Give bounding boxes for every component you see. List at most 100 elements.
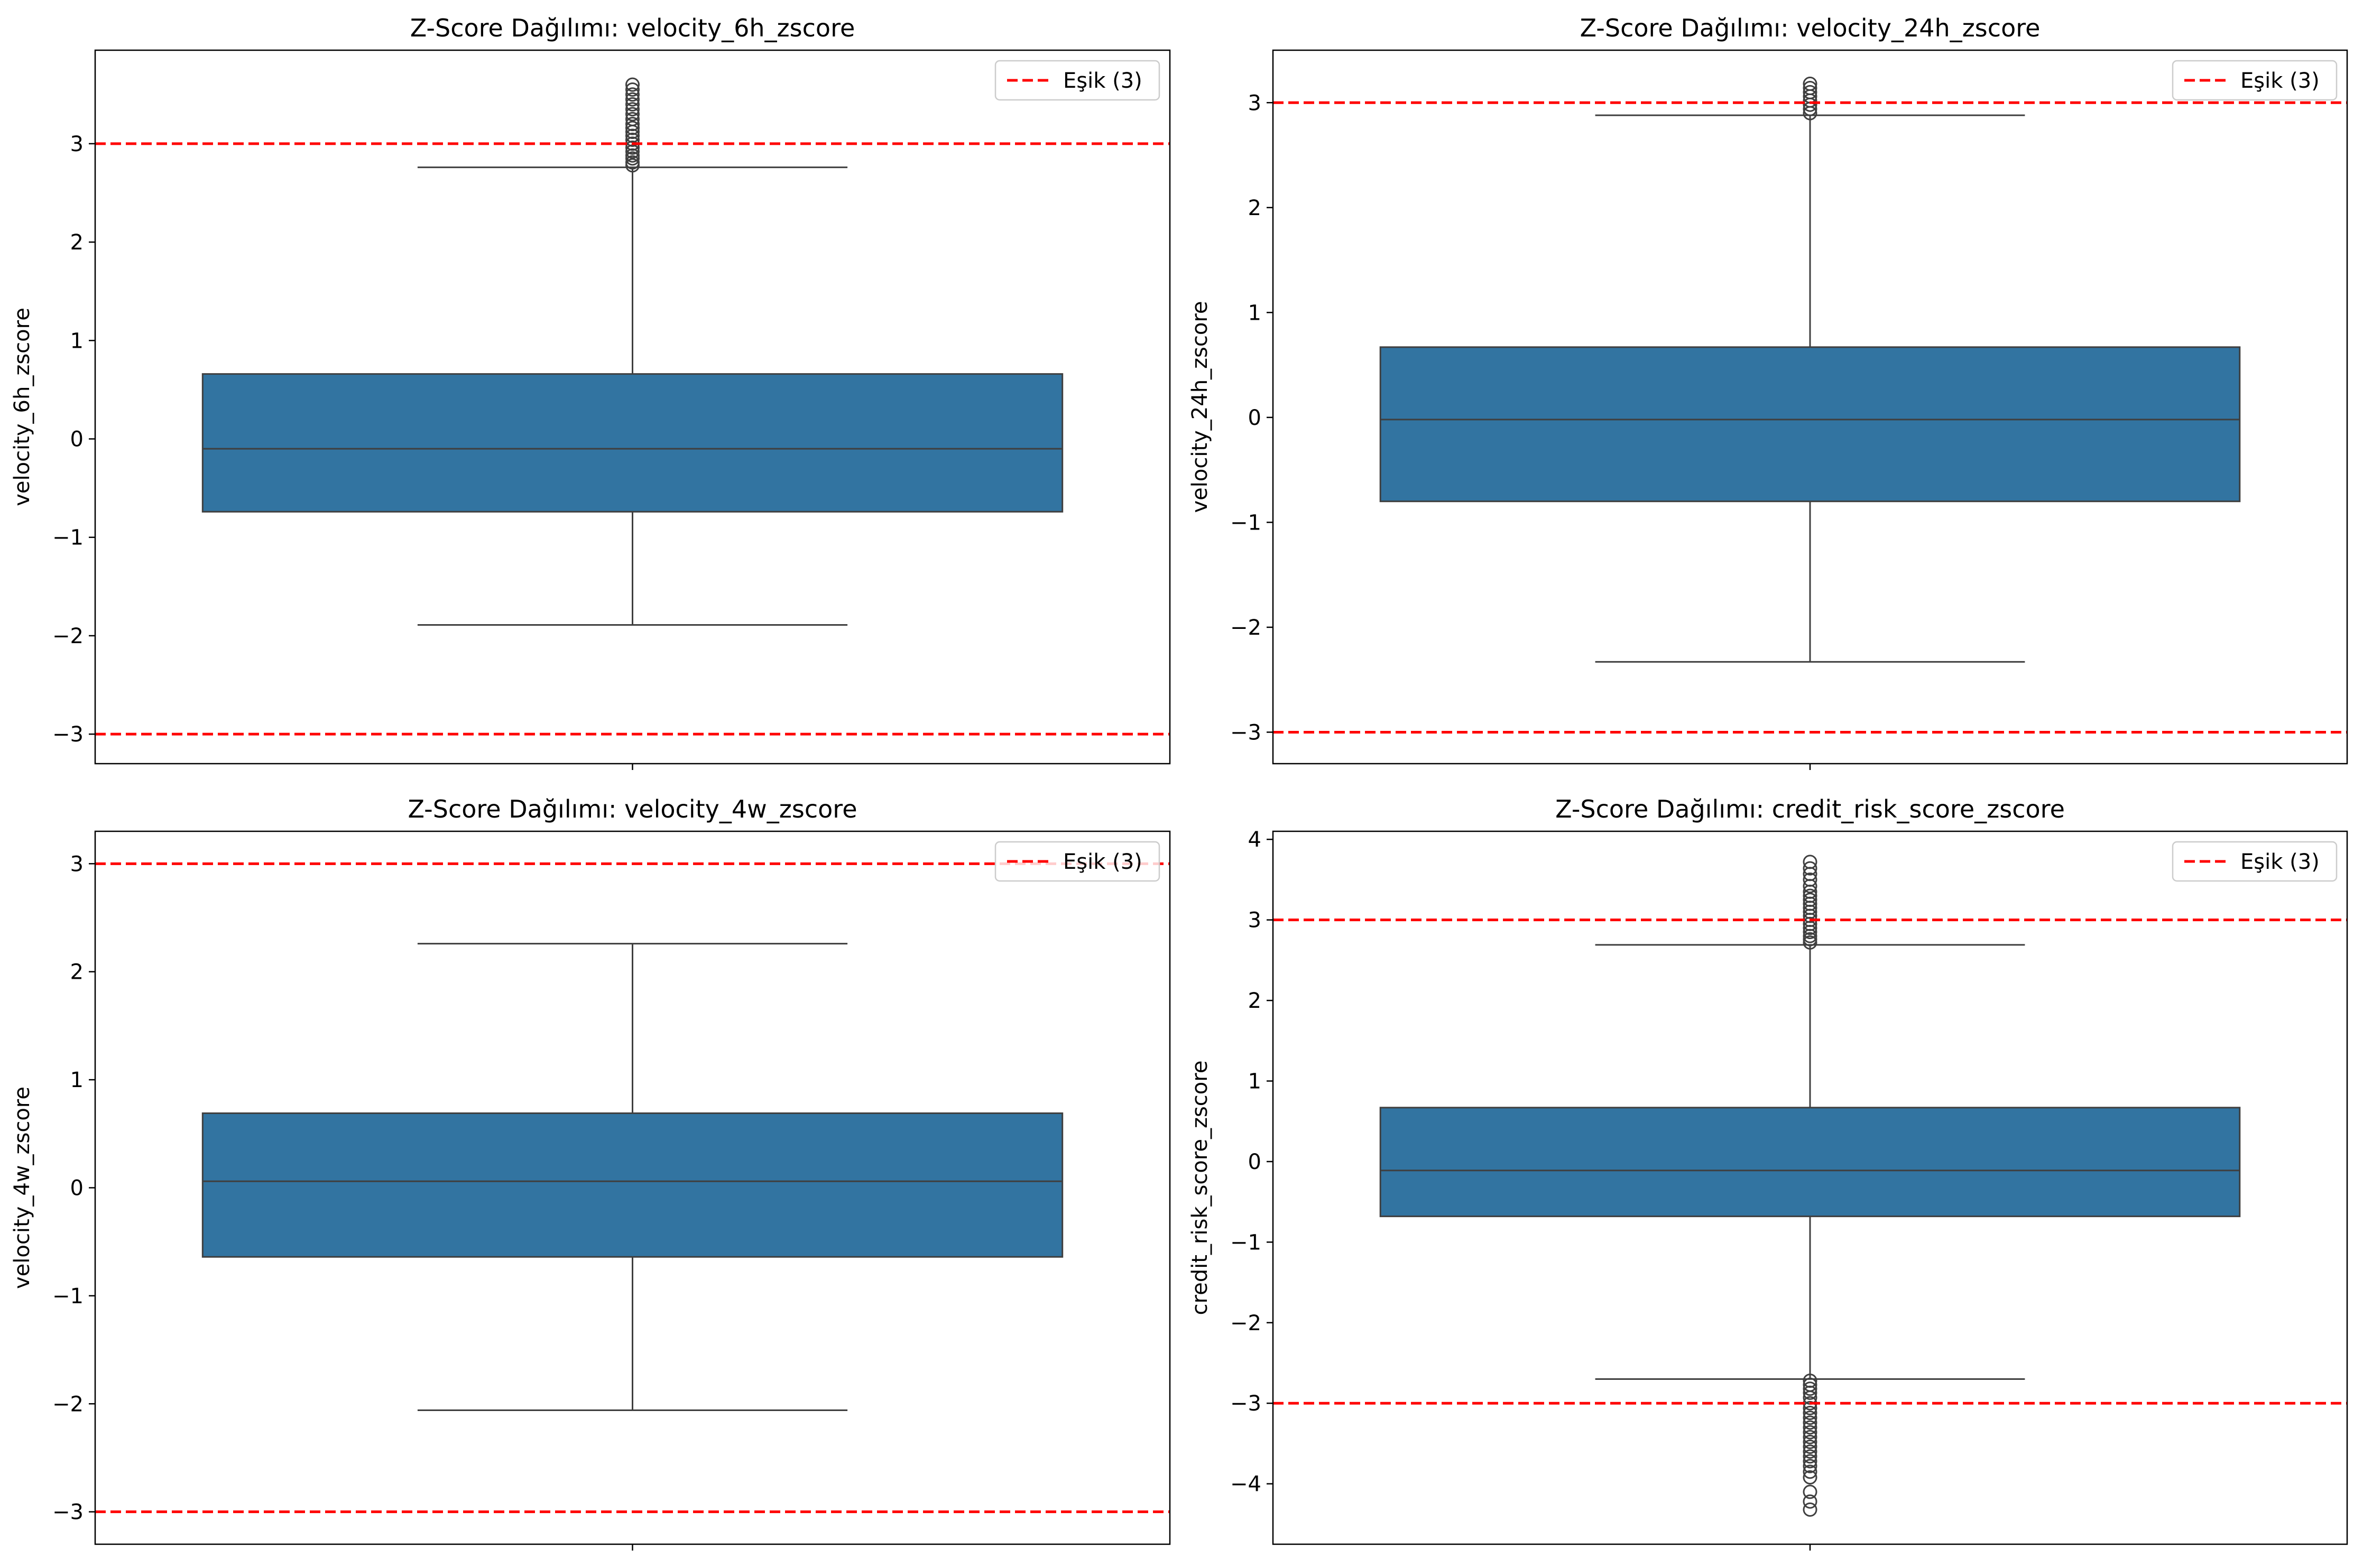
y-tick-label: 3 xyxy=(70,132,84,156)
outlier-point xyxy=(625,102,640,117)
box-iqr xyxy=(201,373,1064,513)
outlier-point xyxy=(1803,1485,1817,1499)
y-tick-label: 2 xyxy=(70,960,84,985)
y-tick-label: −2 xyxy=(1230,1311,1261,1335)
outlier-point xyxy=(1803,1385,1817,1400)
outlier-point xyxy=(1803,1425,1817,1440)
chart-title: Z-Score Dağılımı: velocity_4w_zscore xyxy=(408,795,857,823)
outlier-point xyxy=(625,140,640,155)
outlier-point xyxy=(1803,855,1817,869)
legend-label: Eşik (3) xyxy=(2240,850,2320,874)
outlier-point xyxy=(625,77,640,92)
outlier-point xyxy=(1803,1420,1817,1435)
outlier-point xyxy=(1803,1400,1817,1415)
subplot-1: −3 −2 −1 0 1 2 3 Z-Score Dağılımı: velocity_6h_… xyxy=(10,14,1171,770)
outlier-point xyxy=(1803,861,1817,876)
y-tick-label: 2 xyxy=(1248,989,1261,1013)
outlier-point xyxy=(1803,1415,1817,1430)
outlier-point xyxy=(625,97,640,112)
outlier-point xyxy=(1803,1411,1817,1425)
legend-frame xyxy=(994,841,1160,882)
outlier-point xyxy=(1803,1470,1817,1485)
legend: Eşik (3) xyxy=(994,60,1160,101)
y-tick-label: −3 xyxy=(52,1500,84,1525)
y-tick-label: 0 xyxy=(1248,1150,1261,1174)
y-tick-label: 4 xyxy=(1248,828,1261,852)
y-tick-label: 0 xyxy=(70,428,84,452)
outlier-point xyxy=(1803,1440,1817,1454)
legend: Eşik (3) xyxy=(2172,841,2338,882)
y-tick-label: −1 xyxy=(52,526,84,550)
y-tick-label: −2 xyxy=(1230,616,1261,640)
y-tick-label: 3 xyxy=(70,852,84,876)
y-tick-label: 2 xyxy=(1248,196,1261,220)
outlier-point xyxy=(625,82,640,97)
y-tick-label: 3 xyxy=(1248,91,1261,115)
y-tick-label: 0 xyxy=(1248,406,1261,430)
outlier-point xyxy=(1803,1494,1817,1509)
outlier-point xyxy=(1803,80,1817,95)
outlier-point xyxy=(1803,1434,1817,1449)
legend: Eşik (3) xyxy=(2172,60,2338,101)
outlier-point xyxy=(1803,872,1817,887)
y-axis-label: velocity_24h_zscore xyxy=(1188,301,1212,513)
legend-frame xyxy=(994,60,1160,101)
subplot-4: −4 −3 −2 −1 0 1 2 3 4 Z-Score Dağılımı: credit_ri… xyxy=(1188,795,2348,1551)
y-tick-label: −1 xyxy=(1230,511,1261,535)
y-tick-label: 1 xyxy=(1248,301,1261,325)
y-tick-label: 1 xyxy=(70,1068,84,1092)
outlier-point xyxy=(1803,1454,1817,1469)
outlier-point xyxy=(1803,1459,1817,1473)
outlier-point xyxy=(625,87,640,102)
y-tick-label: −1 xyxy=(52,1284,84,1309)
legend: Eşik (3) xyxy=(994,841,1160,882)
outlier-point xyxy=(625,120,640,135)
y-tick-label: −3 xyxy=(52,722,84,747)
outlier-point xyxy=(625,155,640,170)
y-tick-label: −4 xyxy=(1230,1472,1261,1497)
subplot-3: −3 −2 −1 0 1 2 3 Z-Score Dağılımı: velocity_4w_… xyxy=(10,795,1171,1551)
outlier-point xyxy=(1803,888,1817,903)
outlier-point xyxy=(625,92,640,107)
outlier-point xyxy=(1803,1502,1817,1517)
y-tick-label: 2 xyxy=(70,230,84,255)
y-tick-label: 3 xyxy=(1248,908,1261,933)
y-axis-label: velocity_4w_zscore xyxy=(10,1087,34,1289)
box-iqr xyxy=(1379,346,2241,503)
outlier-point xyxy=(625,112,640,126)
y-tick-label: −2 xyxy=(52,624,84,648)
outlier-point xyxy=(1803,85,1817,99)
y-tick-label: 1 xyxy=(1248,1070,1261,1094)
y-axis-label: credit_risk_score_zscore xyxy=(1188,1061,1212,1315)
chart-title: Z-Score Dağılımı: credit_risk_score_zsco… xyxy=(1555,795,2065,823)
y-axis-label: velocity_6h_zscore xyxy=(10,308,34,506)
legend-frame xyxy=(2172,841,2338,882)
y-tick-label: −1 xyxy=(1230,1230,1261,1255)
legend-frame xyxy=(2172,60,2338,101)
outlier-point xyxy=(1803,1444,1817,1459)
box-iqr xyxy=(1379,1107,2241,1218)
outlier-point xyxy=(625,132,640,147)
outlier-point xyxy=(1803,1406,1817,1421)
outlier-point xyxy=(625,144,640,159)
y-tick-label: −2 xyxy=(52,1392,84,1416)
outlier-point xyxy=(1803,1464,1817,1479)
legend-label: Eşik (3) xyxy=(1063,69,1142,93)
outlier-point xyxy=(1803,1381,1817,1396)
outlier-point xyxy=(625,128,640,143)
y-tick-label: 1 xyxy=(70,329,84,353)
outlier-point xyxy=(1803,1430,1817,1444)
y-tick-label: −3 xyxy=(1230,720,1261,745)
legend-label: Eşik (3) xyxy=(1063,850,1142,874)
outlier-point xyxy=(625,107,640,122)
y-tick-label: 0 xyxy=(70,1176,84,1201)
chart-title: Z-Score Dağılımı: velocity_6h_zscore xyxy=(410,14,855,42)
chart-title: Z-Score Dağılımı: velocity_24h_zscore xyxy=(1580,14,2041,42)
outlier-point xyxy=(1803,1449,1817,1464)
outlier-point xyxy=(625,117,640,132)
y-tick-label: −3 xyxy=(1230,1391,1261,1416)
outlier-point xyxy=(625,148,640,163)
legend-label: Eşik (3) xyxy=(2240,69,2320,93)
